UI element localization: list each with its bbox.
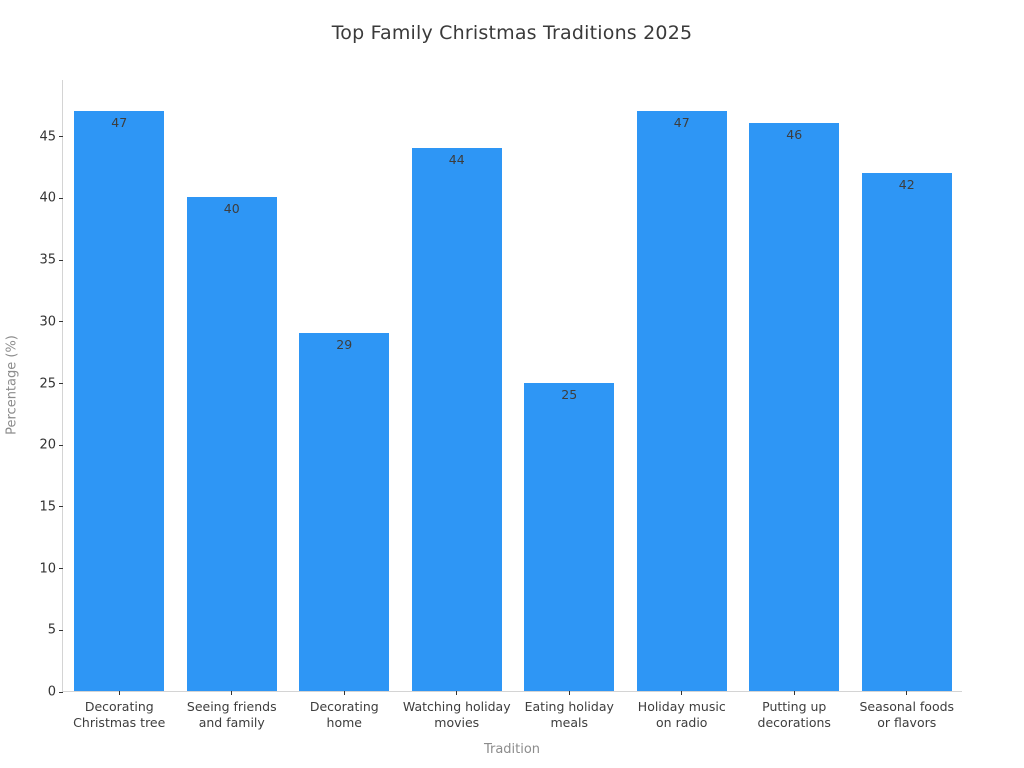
bar-value-label: 47 xyxy=(673,115,690,131)
x-category-label: Watching holiday movies xyxy=(403,699,511,731)
y-tick-mark xyxy=(59,691,63,693)
bar-6: 46 xyxy=(749,123,840,691)
x-category-label-line: on radio xyxy=(656,715,708,730)
x-category-label-line: Seeing friends xyxy=(186,699,277,714)
x-category-label-line: or flavors xyxy=(877,715,937,730)
x-category-label-line: Decorating xyxy=(84,699,154,714)
x-category-label: Decorating Christmas tree xyxy=(73,699,165,731)
plot-area: 0 5 10 15 20 25 30 35 40 45 47 Decorating Christmas … xyxy=(39,80,962,730)
x-axis-title: Tradition xyxy=(483,742,541,757)
x-category-label: Holiday music on radio xyxy=(638,699,726,731)
x-category-label: Seasonal foods or flavors xyxy=(859,699,954,731)
y-tick-mark xyxy=(59,136,63,138)
bar-1: 40 xyxy=(186,197,277,691)
x-category-label-line: decorations xyxy=(757,715,831,730)
bar-7: 42 xyxy=(861,172,952,691)
x-tick-mark xyxy=(343,691,345,695)
x-category-label-line: meals xyxy=(550,715,588,730)
x-category-label-line: home xyxy=(326,715,362,730)
y-tick-label: 40 xyxy=(39,190,56,206)
x-category-label-line: movies xyxy=(434,715,480,730)
x-category-label-line: Decorating xyxy=(309,699,379,714)
bar-5: 47 xyxy=(636,111,727,691)
bar-value-label: 40 xyxy=(223,201,240,217)
y-tick-label: 25 xyxy=(39,376,56,392)
x-tick-mark xyxy=(456,691,458,695)
x-tick-mark xyxy=(906,691,908,695)
y-tick-mark xyxy=(59,383,63,385)
bar-0: 47 xyxy=(74,111,165,691)
y-tick-mark xyxy=(59,506,63,508)
x-category-label: Seeing friends and family xyxy=(187,699,277,731)
y-tick-label: 15 xyxy=(39,499,56,515)
y-tick-mark xyxy=(59,259,63,261)
y-tick-label: 0 xyxy=(47,684,56,700)
bar-3: 44 xyxy=(411,148,502,691)
y-tick-label: 30 xyxy=(39,314,56,330)
y-tick-mark xyxy=(59,629,63,631)
x-tick-mark xyxy=(118,691,120,695)
x-tick-mark xyxy=(231,691,233,695)
bar-2: 29 xyxy=(299,333,390,691)
y-tick-label: 35 xyxy=(39,252,56,268)
bar-value-label: 46 xyxy=(786,127,803,143)
y-tick-label: 45 xyxy=(39,129,56,145)
bar-value-label: 29 xyxy=(336,337,353,353)
x-tick-mark xyxy=(681,691,683,695)
x-tick-mark xyxy=(793,691,795,695)
y-tick-mark xyxy=(59,321,63,323)
bar-value-label: 47 xyxy=(111,115,128,131)
y-tick-mark xyxy=(59,444,63,446)
bar-value-label: 42 xyxy=(898,176,915,192)
x-category-label-line: Christmas tree xyxy=(73,715,166,730)
x-category-label: Putting up decorations xyxy=(758,699,831,731)
x-category-label-line: Eating holiday xyxy=(524,699,614,714)
x-category-label: Decorating home xyxy=(310,699,379,731)
x-category-label-line: and family xyxy=(198,715,265,730)
y-tick-mark xyxy=(59,197,63,199)
y-tick-label: 5 xyxy=(47,622,56,638)
y-tick-label: 20 xyxy=(39,437,56,453)
bar-value-label: 44 xyxy=(448,152,465,168)
y-axis-title: Percentage (%) xyxy=(4,335,20,435)
y-tick-mark xyxy=(59,568,63,570)
x-category-label-line: Seasonal foods xyxy=(859,699,955,714)
x-category-label-line: Watching holiday xyxy=(402,699,511,714)
bar-value-label: 25 xyxy=(561,386,578,402)
x-tick-mark xyxy=(568,691,570,695)
bar-4: 25 xyxy=(524,382,615,691)
x-category-label-line: Putting up xyxy=(762,699,827,714)
y-tick-label: 10 xyxy=(39,561,56,577)
chart-title: Top Family Christmas Traditions 2025 xyxy=(331,22,693,44)
x-category-label: Eating holiday meals xyxy=(525,699,614,731)
x-category-label-line: Holiday music xyxy=(637,699,726,714)
